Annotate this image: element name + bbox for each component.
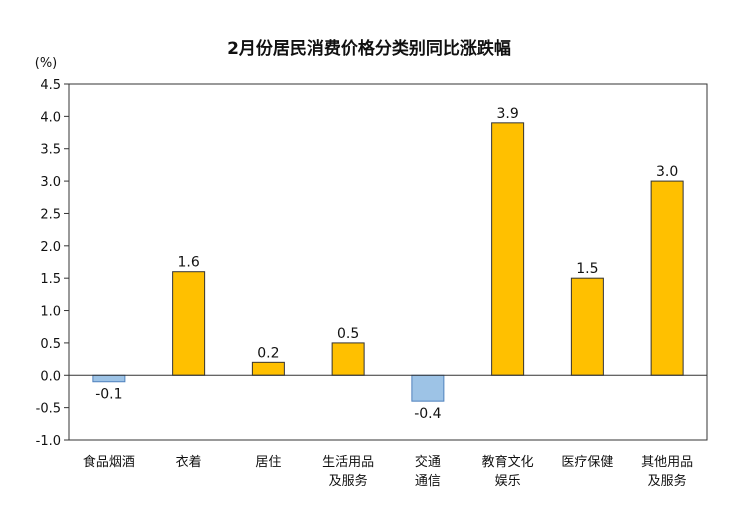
x-category-label: 生活用品: [322, 455, 374, 470]
bar: [92, 374, 126, 383]
data-label: 0.5: [337, 326, 359, 342]
plot-area-frame: [68, 83, 708, 441]
data-label: 1.5: [576, 261, 598, 277]
y-tick-label: -0.5: [36, 402, 61, 417]
bar-series: [92, 122, 684, 402]
y-tick-label: 2.5: [40, 207, 61, 222]
y-tick-label: 0.5: [40, 337, 61, 352]
data-label: -0.1: [95, 387, 122, 403]
x-category-label: 及服务: [648, 473, 687, 489]
data-label: 3.9: [496, 106, 518, 122]
data-label: 0.2: [257, 345, 279, 361]
y-tick-label: 4.5: [40, 78, 61, 93]
bar: [570, 277, 604, 376]
x-category-label: 交通: [415, 454, 441, 470]
bar: [650, 180, 684, 376]
x-category-label: 教育文化: [482, 454, 534, 470]
y-axis-ticks: 4.5 4.0 3.5 3.0 2.5 2.0 1.5 1.0 0.5 0.0 -0.5 -1.0: [36, 78, 69, 449]
x-category-label: 医疗保健: [561, 455, 613, 470]
bar: [251, 361, 285, 376]
y-axis-unit-label: (%): [35, 56, 58, 71]
y-tick-label: -1.0: [36, 434, 61, 449]
bar: [331, 342, 365, 376]
y-tick-label: 2.0: [40, 240, 61, 255]
data-label: 3.0: [656, 164, 678, 180]
x-category-label: 居住: [255, 455, 281, 470]
x-category-label: 食品烟酒: [83, 454, 135, 470]
x-category-label: 其他用品: [641, 455, 693, 470]
data-labels: -0.1 1.6 0.2 0.5 -0.4 3.9 1.5 3.0: [95, 106, 678, 422]
data-label: 1.6: [177, 255, 199, 271]
y-tick-label: 0.0: [40, 369, 61, 384]
data-label: -0.4: [414, 406, 441, 422]
y-tick-label: 1.5: [40, 272, 61, 287]
y-tick-label: 3.5: [40, 143, 61, 158]
bar: [172, 271, 206, 376]
x-category-label: 衣着: [176, 454, 202, 470]
x-category-label: 通信: [415, 474, 441, 489]
chart-title: 2月份居民消费价格分类别同比涨跌幅: [227, 38, 511, 59]
y-tick-label: 3.0: [40, 175, 61, 190]
bar: [491, 122, 525, 376]
x-category-label: 及服务: [329, 473, 368, 489]
y-tick-label: 4.0: [40, 110, 61, 125]
x-category-label: 娱乐: [495, 474, 521, 489]
bar: [411, 374, 445, 402]
y-tick-label: 1.0: [40, 305, 61, 320]
